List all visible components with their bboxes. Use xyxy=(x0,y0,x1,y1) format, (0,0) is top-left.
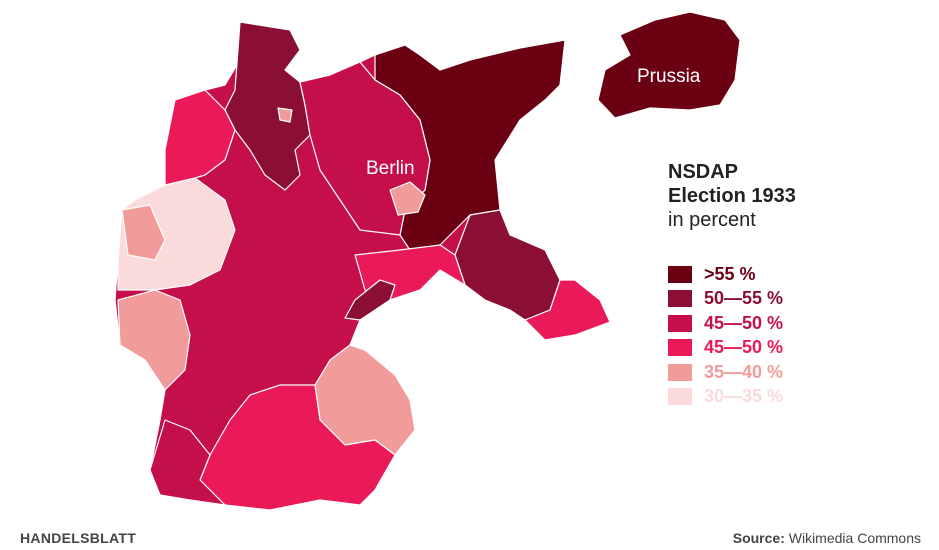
legend-title-line2: Election 1933 xyxy=(668,185,796,207)
legend-item: 30—35 % xyxy=(668,385,783,410)
region-hamburg xyxy=(277,107,293,123)
legend-swatch xyxy=(668,314,692,332)
region-silesia xyxy=(454,209,561,321)
legend-swatch xyxy=(668,363,692,381)
legend-swatch xyxy=(668,388,692,406)
legend-swatch xyxy=(668,290,692,308)
source-label: Source: xyxy=(732,530,785,546)
legend-item-label: 45—50 % xyxy=(704,337,784,358)
legend-title-line3: in percent xyxy=(668,209,756,231)
legend-item: 45—50 % xyxy=(668,336,783,361)
region-westphalia xyxy=(164,89,236,186)
legend-item: 35—40 % xyxy=(668,360,783,385)
region-baden xyxy=(149,419,226,506)
source-credit: Source: Wikimedia Commons xyxy=(733,530,921,546)
legend-list: >55 % 50—55 % 45—50 % 45—50 % 35—40 % 30… xyxy=(668,262,783,409)
region-dresden xyxy=(344,279,396,321)
legend-item-label: 30—35 % xyxy=(704,386,784,407)
region-berlin-city xyxy=(389,181,426,216)
legend-swatch xyxy=(668,339,692,357)
region-south xyxy=(199,384,396,511)
legend-swatch xyxy=(668,265,692,283)
legend-item-label: 35—40 % xyxy=(704,361,784,382)
region-east-prussia xyxy=(597,11,741,119)
legend-item: 50—55 % xyxy=(668,287,783,312)
region-upper-silesia xyxy=(524,279,611,341)
legend-item-label: 45—50 % xyxy=(704,312,784,333)
legend-item-label: 50—55 % xyxy=(704,288,784,309)
region-palatinate xyxy=(117,289,191,391)
legend-title-line1: NSDAP xyxy=(668,161,739,183)
prussia-label: Prussia xyxy=(637,66,701,87)
berlin-label: Berlin xyxy=(366,158,415,179)
brand-logo-text: HANDELSBLATT xyxy=(20,530,137,546)
legend-item-label: >55 % xyxy=(704,263,756,284)
region-cologne xyxy=(121,204,166,261)
legend-title: NSDAP Election 1933 in percent xyxy=(668,160,796,232)
source-value: Wikimedia Commons xyxy=(788,530,921,546)
legend-item: 45—50 % xyxy=(668,311,783,336)
legend-item: >55 % xyxy=(668,262,783,287)
